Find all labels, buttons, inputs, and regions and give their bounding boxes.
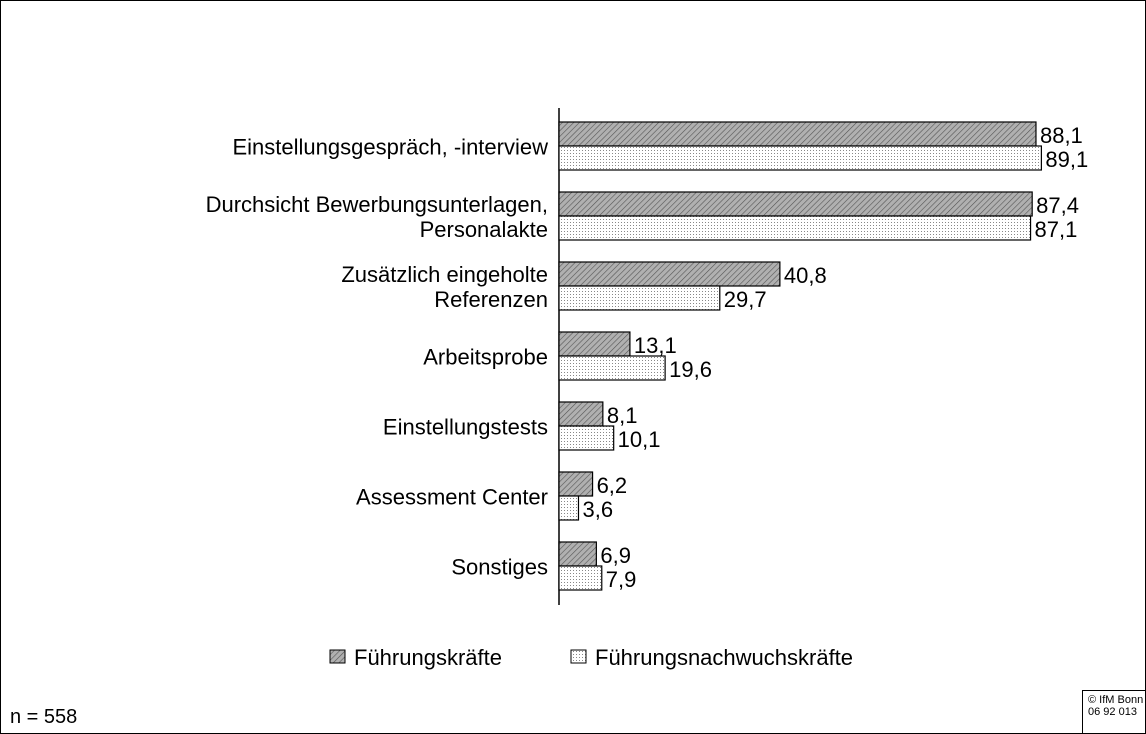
source-box: © IfM Bonn 06 92 013 (1082, 690, 1146, 734)
category-label: Zusätzlich eingeholte Referenzen (341, 262, 548, 312)
value-label: 29,7 (724, 287, 767, 312)
value-label: 13,1 (634, 333, 677, 358)
category-label: Sonstiges (451, 554, 548, 580)
bar (558, 191, 1033, 217)
category-label: Einstellungsgespräch, -interview (232, 134, 549, 160)
legend-swatch (570, 649, 587, 664)
bar (558, 565, 603, 591)
value-label: 6,2 (597, 473, 628, 498)
bar (558, 355, 666, 381)
category-label: Einstellungstests (382, 414, 548, 440)
bar (558, 471, 594, 497)
bar (558, 425, 615, 451)
sample-note: n = 558 (10, 706, 78, 728)
value-label: 3,6 (582, 497, 613, 522)
value-label: 7,9 (606, 567, 637, 592)
bar (558, 285, 721, 311)
value-label: 88,1 (1040, 123, 1083, 148)
bar (558, 331, 631, 357)
category-label: Durchsicht Bewerbungsunterlagen, Persona… (205, 192, 548, 242)
bar (558, 145, 1042, 171)
value-label: 87,1 (1035, 217, 1078, 242)
category-label: Assessment Center (356, 484, 548, 510)
legend-swatch (329, 649, 346, 664)
bar (558, 261, 781, 287)
bar (558, 401, 604, 427)
value-label: 89,1 (1045, 147, 1088, 172)
bar (558, 495, 580, 521)
value-label: 19,6 (669, 357, 712, 382)
legend-label: Führungskräfte (354, 645, 502, 670)
value-label: 87,4 (1036, 193, 1079, 218)
legend-label: Führungsnachwuchskräfte (595, 645, 853, 670)
category-label: Arbeitsprobe (423, 344, 548, 370)
value-label: 10,1 (618, 427, 661, 452)
value-label: 40,8 (784, 263, 827, 288)
bar (558, 215, 1032, 241)
value-label: 8,1 (607, 403, 638, 428)
value-label: 6,9 (600, 543, 631, 568)
bar (558, 541, 597, 567)
bar (558, 121, 1037, 147)
